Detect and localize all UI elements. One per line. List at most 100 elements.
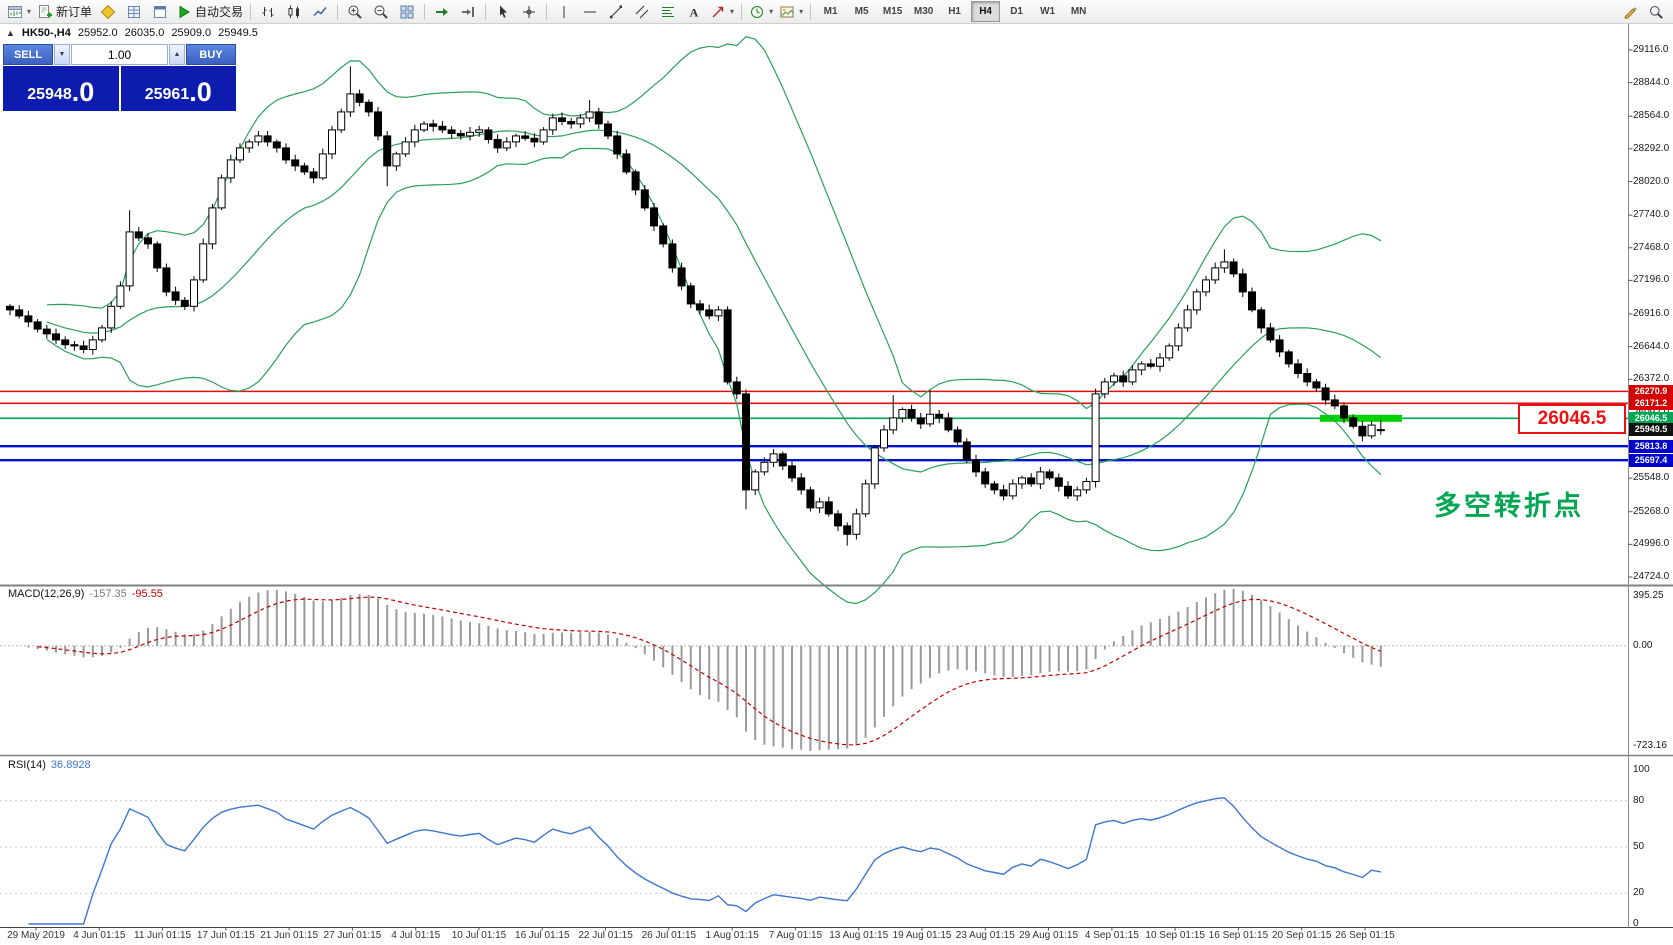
sell-price-panel[interactable]: 25948.0	[3, 66, 119, 111]
play-icon	[179, 5, 190, 18]
price-axis-label: 28564.0	[1633, 110, 1670, 122]
search-button[interactable]	[1643, 1, 1669, 23]
tile-icon	[400, 5, 414, 18]
trendline-button[interactable]	[603, 1, 629, 23]
timeframe-h1-button[interactable]: H1	[948, 6, 961, 17]
timeframe-m1-button[interactable]: M1	[823, 6, 838, 17]
buy-price-panel[interactable]: 25961.0	[120, 66, 236, 111]
volume-input[interactable]: 1.00	[71, 44, 168, 65]
time-axis-label: 22 Jul 01:15	[578, 930, 633, 941]
sell-price-main: 25948	[27, 86, 72, 103]
support-line-2-tag: 25697.4	[1629, 453, 1673, 467]
rsi-scale-label: 100	[1633, 764, 1650, 775]
clock-icon	[751, 5, 764, 18]
support-line-1-tag: 25813.8	[1629, 439, 1673, 453]
toolbar-separator	[337, 3, 339, 20]
vertical-line-button[interactable]	[551, 1, 577, 23]
autotrading-button[interactable]: 自动交易	[173, 1, 246, 23]
terminal-button[interactable]	[147, 1, 173, 23]
periods-button[interactable]: ▾	[746, 1, 776, 23]
time-axis-label: 4 Sep 01:15	[1084, 930, 1139, 941]
price-callout-box: 26046.5	[1518, 404, 1626, 434]
rsi-indicator-label: RSI(14) 36.8928	[8, 759, 91, 771]
crosshair-icon	[523, 5, 536, 18]
cursor-button[interactable]	[490, 1, 516, 23]
symbol-name: HK50-,H4	[21, 27, 71, 39]
macd-name: MACD(12,26,9)	[8, 588, 85, 600]
collapse-trade-panel-arrow[interactable]: ▲	[6, 28, 15, 38]
volume-decrease-button[interactable]: ▼	[54, 44, 70, 65]
text-label-button[interactable]: A	[681, 1, 707, 23]
horizontal-line-button[interactable]	[577, 1, 603, 23]
buy-button[interactable]: BUY	[186, 44, 236, 65]
scroll-icon	[436, 7, 449, 16]
sell-price-fraction: .0	[71, 77, 95, 107]
market-watch-button[interactable]	[121, 1, 147, 23]
text-icon: A	[690, 5, 699, 19]
sell-button[interactable]: SELL	[3, 44, 53, 65]
time-axis-label: 17 Jun 01:15	[196, 930, 255, 941]
caret-down-icon: ▾	[769, 7, 774, 16]
zoom-in-icon	[348, 5, 362, 19]
timeframe-d1-button[interactable]: D1	[1010, 6, 1023, 17]
price-axis-label: 28020.0	[1633, 175, 1670, 187]
timeframe-m30-button[interactable]: M30	[913, 6, 934, 17]
template-icon	[780, 6, 794, 17]
time-axis-label: 10 Jul 01:15	[451, 930, 507, 941]
autotrading-button-label: 自动交易	[195, 5, 244, 19]
time-axis-label: 16 Jul 01:15	[515, 930, 570, 941]
timeframe-m15-button[interactable]: M15	[882, 6, 903, 17]
edit-button[interactable]	[1617, 1, 1643, 23]
candlestick-chart-button[interactable]	[281, 1, 307, 23]
fibonacci-button[interactable]	[655, 1, 681, 23]
time-axis-label: 1 Aug 01:15	[705, 930, 759, 941]
price-axis-label: 24996.0	[1633, 538, 1670, 550]
time-axis-label: 4 Jun 01:15	[73, 930, 126, 941]
volume-increase-button[interactable]: ▲	[169, 44, 185, 65]
equidistant-channel-button[interactable]	[629, 1, 655, 23]
new-order-button[interactable]: 新订单	[34, 1, 95, 23]
metaeditor-button[interactable]	[95, 1, 121, 23]
crosshair-button[interactable]	[516, 1, 542, 23]
timeframe-mn-button[interactable]: MN	[1070, 6, 1087, 17]
time-axis-label: 26 Sep 01:15	[1335, 930, 1395, 941]
time-axis-label: 27 Jun 01:15	[323, 930, 382, 941]
pivot-line-tag: 26046.5	[1629, 411, 1673, 425]
bar-chart-button[interactable]	[255, 1, 281, 23]
new-order-icon	[39, 4, 53, 18]
price-axis-label: 25268.0	[1633, 505, 1670, 517]
chart-window-icon	[8, 5, 22, 18]
new-chart-button[interactable]: ▾	[4, 1, 34, 23]
zoom-in-button[interactable]	[342, 1, 368, 23]
time-axis-label: 4 Jul 01:15	[391, 930, 441, 941]
line-chart-button[interactable]	[307, 1, 333, 23]
candles-icon	[288, 5, 300, 18]
new-order-button-label: 新订单	[56, 5, 93, 19]
bars-icon	[262, 6, 274, 17]
chart-shift-button[interactable]	[455, 1, 481, 23]
price-axis-label: 27740.0	[1633, 209, 1670, 221]
shift-icon	[462, 6, 475, 17]
arrow-objects-button[interactable]: ▾	[707, 1, 737, 23]
auto-scroll-button[interactable]	[429, 1, 455, 23]
toolbar-separator	[424, 3, 426, 20]
one-click-trading-panel: SELL ▼ 1.00 ▲ BUY 25948.0 25961.0	[3, 44, 236, 111]
current-price-tag: 25949.5	[1629, 423, 1673, 437]
toolbar-separator	[546, 3, 548, 20]
grid-icon	[128, 5, 141, 18]
timeframe-m5-button[interactable]: M5	[854, 6, 869, 17]
timeframe-w1-button[interactable]: W1	[1040, 6, 1056, 17]
macd-indicator-label: MACD(12,26,9) -157.35 -95.55	[8, 588, 163, 600]
main-toolbar: ▾ 新订单 自动交易 A ▾ ▾ ▾ M1 M5 M15 M30 H1 H4 D1 W1 MN	[0, 0, 1673, 24]
timeframe-h4-button[interactable]: H4	[971, 1, 1001, 22]
svg-text:A: A	[690, 5, 699, 19]
vline-icon	[563, 5, 565, 18]
macd-scale-label: 0.00	[1633, 639, 1653, 651]
tile-windows-button[interactable]	[394, 1, 420, 23]
rsi-scale-label: 0	[1633, 918, 1639, 929]
zoom-out-button[interactable]	[368, 1, 394, 23]
pencil-icon	[1624, 6, 1637, 19]
channel-icon	[635, 5, 649, 18]
templates-button[interactable]: ▾	[776, 1, 806, 23]
